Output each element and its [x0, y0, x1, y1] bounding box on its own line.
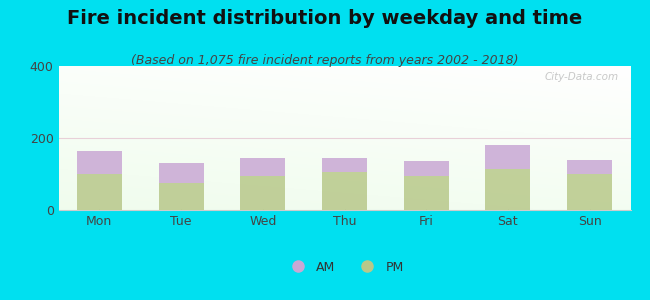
Text: City-Data.com: City-Data.com: [545, 72, 619, 82]
Bar: [240, 158, 285, 176]
Bar: [159, 163, 203, 183]
Legend: AM, PM: AM, PM: [280, 256, 409, 279]
Bar: [486, 169, 530, 210]
Bar: [404, 161, 448, 176]
Bar: [322, 172, 367, 210]
Text: (Based on 1,075 fire incident reports from years 2002 - 2018): (Based on 1,075 fire incident reports fr…: [131, 54, 519, 67]
Bar: [77, 151, 122, 174]
Bar: [77, 174, 122, 210]
Bar: [240, 176, 285, 210]
Bar: [322, 158, 367, 172]
Text: Fire incident distribution by weekday and time: Fire incident distribution by weekday an…: [68, 9, 582, 28]
Bar: [567, 160, 612, 174]
Bar: [486, 145, 530, 169]
Bar: [404, 176, 448, 210]
Bar: [159, 183, 203, 210]
Bar: [567, 174, 612, 210]
